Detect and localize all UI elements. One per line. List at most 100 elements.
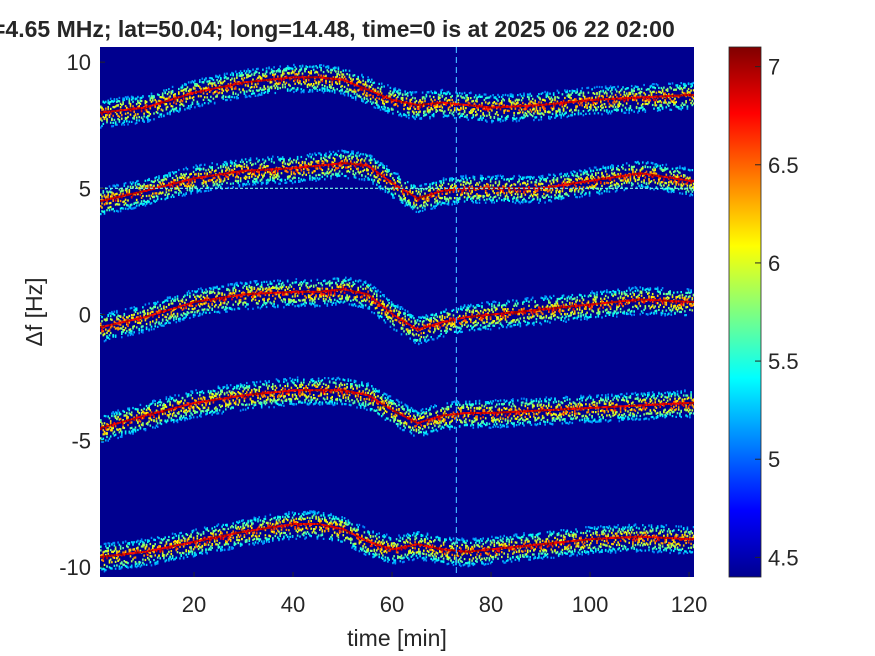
heatmap-cell [565, 91, 567, 94]
heatmap-cell [544, 107, 546, 110]
heatmap-cell [484, 108, 487, 111]
heatmap-cell [228, 84, 231, 87]
heatmap-cell [666, 103, 669, 106]
heatmap-cell [251, 175, 253, 178]
heatmap-cell [595, 102, 597, 105]
heatmap-cell [321, 175, 324, 178]
heatmap-cell [117, 198, 119, 201]
heatmap-cell [348, 162, 351, 165]
heatmap-cell [185, 88, 187, 91]
heatmap-cell [619, 93, 622, 96]
heatmap-cell [377, 90, 379, 93]
heatmap-cell [348, 73, 351, 76]
heatmap-cell [571, 100, 574, 103]
heatmap-cell [337, 163, 340, 166]
heatmap-cell [596, 108, 598, 111]
heatmap-cell [385, 182, 388, 185]
heatmap-cell [255, 180, 258, 183]
heatmap-cell [202, 81, 205, 84]
heatmap-cell [286, 76, 289, 79]
heatmap-cell [466, 96, 468, 99]
heatmap-cell [429, 102, 431, 105]
heatmap-cell [180, 86, 182, 89]
heatmap-cell [233, 83, 236, 86]
heatmap-cell [426, 196, 429, 199]
heatmap-cell [445, 178, 447, 181]
heatmap-cell [331, 81, 333, 84]
heatmap-cell [294, 176, 296, 179]
heatmap-cell [392, 112, 394, 115]
heatmap-cell [285, 68, 288, 71]
heatmap-cell [148, 105, 150, 108]
heatmap-cell [481, 105, 483, 108]
heatmap-cell [432, 181, 435, 184]
heatmap-cell [376, 176, 378, 179]
heatmap-cell [466, 198, 468, 201]
heatmap-cell [139, 107, 142, 110]
heatmap-cell [272, 155, 274, 158]
heatmap-cell [449, 102, 451, 105]
heatmap-cell [238, 185, 241, 188]
heatmap-cell [182, 92, 185, 95]
heatmap-cell [207, 168, 210, 171]
heatmap-cell [325, 78, 327, 81]
heatmap-cell [185, 192, 187, 195]
heatmap-cell [642, 106, 644, 109]
heatmap-cell [273, 66, 275, 69]
heatmap-cell [126, 97, 128, 101]
heatmap-cell [368, 85, 371, 88]
heatmap-cell [102, 100, 105, 104]
heatmap-cell [399, 100, 402, 103]
heatmap-cell [306, 76, 309, 79]
heatmap-cell [289, 67, 291, 70]
heatmap-cell [348, 154, 351, 157]
heatmap-cell [222, 89, 225, 92]
heatmap-cell [533, 104, 535, 107]
heatmap-cell [333, 169, 336, 172]
heatmap-cell [488, 193, 491, 196]
heatmap-cell [463, 109, 466, 112]
heatmap-cell [517, 199, 519, 202]
heatmap-cell [501, 189, 503, 192]
heatmap-cell [414, 117, 416, 121]
heatmap-cell [322, 71, 325, 74]
heatmap-cell [475, 114, 477, 117]
heatmap-cell [445, 189, 447, 192]
heatmap-cell [674, 94, 676, 97]
heatmap-cell [382, 175, 384, 178]
heatmap-cell [442, 177, 445, 180]
heatmap-cell [483, 187, 486, 190]
heatmap-cell [225, 95, 227, 98]
heatmap-cell [127, 111, 129, 115]
heatmap-cell [528, 187, 530, 190]
heatmap-cell [314, 86, 316, 89]
heatmap-cell [300, 166, 303, 169]
heatmap-cell [665, 95, 668, 98]
heatmap-cell [472, 114, 475, 117]
heatmap-cell [441, 183, 444, 187]
heatmap-cell [389, 182, 392, 185]
heatmap-cell [441, 189, 444, 192]
heatmap-cell [332, 67, 335, 70]
heatmap-cell [184, 179, 186, 182]
heatmap-cell [285, 170, 288, 173]
heatmap-cell [630, 109, 633, 112]
heatmap-cell [576, 88, 578, 91]
heatmap-cell [694, 104, 696, 106]
heatmap-cell [122, 101, 124, 104]
heatmap-cell [133, 202, 135, 205]
heatmap-cell [593, 105, 596, 108]
heatmap-cell [335, 173, 337, 176]
heatmap-cell [179, 96, 181, 98]
heatmap-cell [609, 112, 612, 115]
heatmap-cell [197, 102, 200, 105]
heatmap-cell [534, 110, 536, 113]
heatmap-cell [567, 100, 570, 103]
heatmap-cell [260, 183, 263, 186]
heatmap-cell [424, 110, 426, 113]
heatmap-cell [389, 180, 392, 183]
heatmap-cell [470, 104, 472, 107]
heatmap-cell [164, 184, 166, 187]
heatmap-cell [507, 178, 509, 181]
heatmap-cell [166, 174, 169, 177]
